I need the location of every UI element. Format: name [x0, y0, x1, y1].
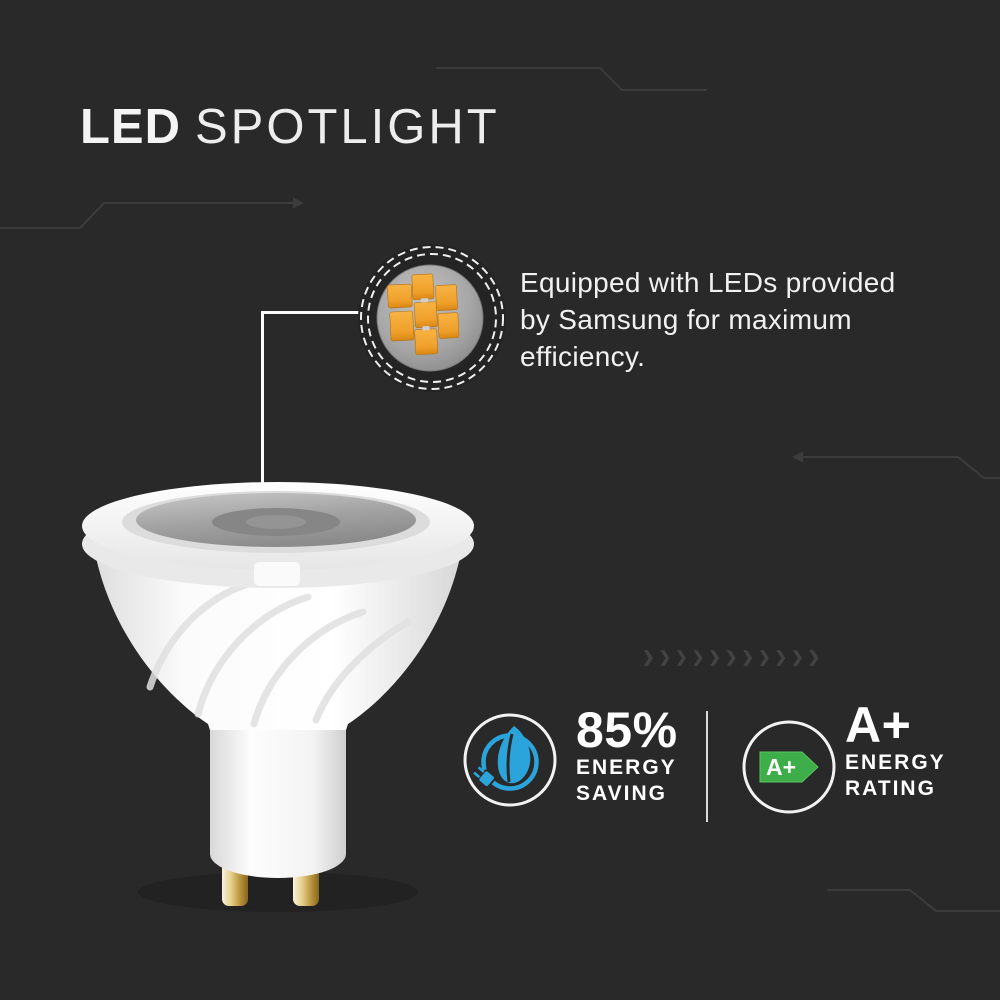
- energy-class-tag-text: A+: [766, 754, 796, 780]
- spotlight-bulb-image: [82, 482, 474, 912]
- energy-saving-label2: SAVING: [576, 782, 667, 805]
- eco-leaf-plug-icon: [463, 713, 557, 807]
- feature-description-line2: by Samsung for maximum: [520, 304, 852, 335]
- chevron-decoration: ❯❯❯❯❯❯❯❯❯❯❯: [642, 649, 825, 666]
- feature-description: Equipped with LEDs provided by Samsung f…: [520, 264, 895, 375]
- feature-description-line1: Equipped with LEDs provided: [520, 267, 896, 298]
- energy-rating-label2: RATING: [845, 777, 936, 800]
- title-bold: LED: [80, 100, 181, 154]
- led-chip-array-closeup-icon: [358, 244, 506, 392]
- feature-description-line3: efficiency.: [520, 341, 646, 372]
- energy-class-arrow-icon: A+: [742, 720, 836, 814]
- energy-rating-label1: ENERGY: [845, 751, 946, 774]
- badge-divider: [706, 711, 708, 822]
- energy-rating-value: A+: [845, 697, 912, 753]
- energy-saving-badge: 85% ENERGY SAVING: [576, 702, 678, 806]
- callout-connector-horizontal: [261, 311, 365, 314]
- page-title: LED SPOTLIGHT: [80, 99, 500, 155]
- energy-saving-value: 85%: [576, 702, 678, 758]
- energy-saving-label1: ENERGY: [576, 756, 677, 779]
- bulb-rim: [82, 482, 474, 588]
- title-light: SPOTLIGHT: [195, 100, 500, 154]
- energy-rating-badge: A+ ENERGY RATING: [845, 697, 946, 801]
- callout-connector-vertical: [261, 311, 264, 514]
